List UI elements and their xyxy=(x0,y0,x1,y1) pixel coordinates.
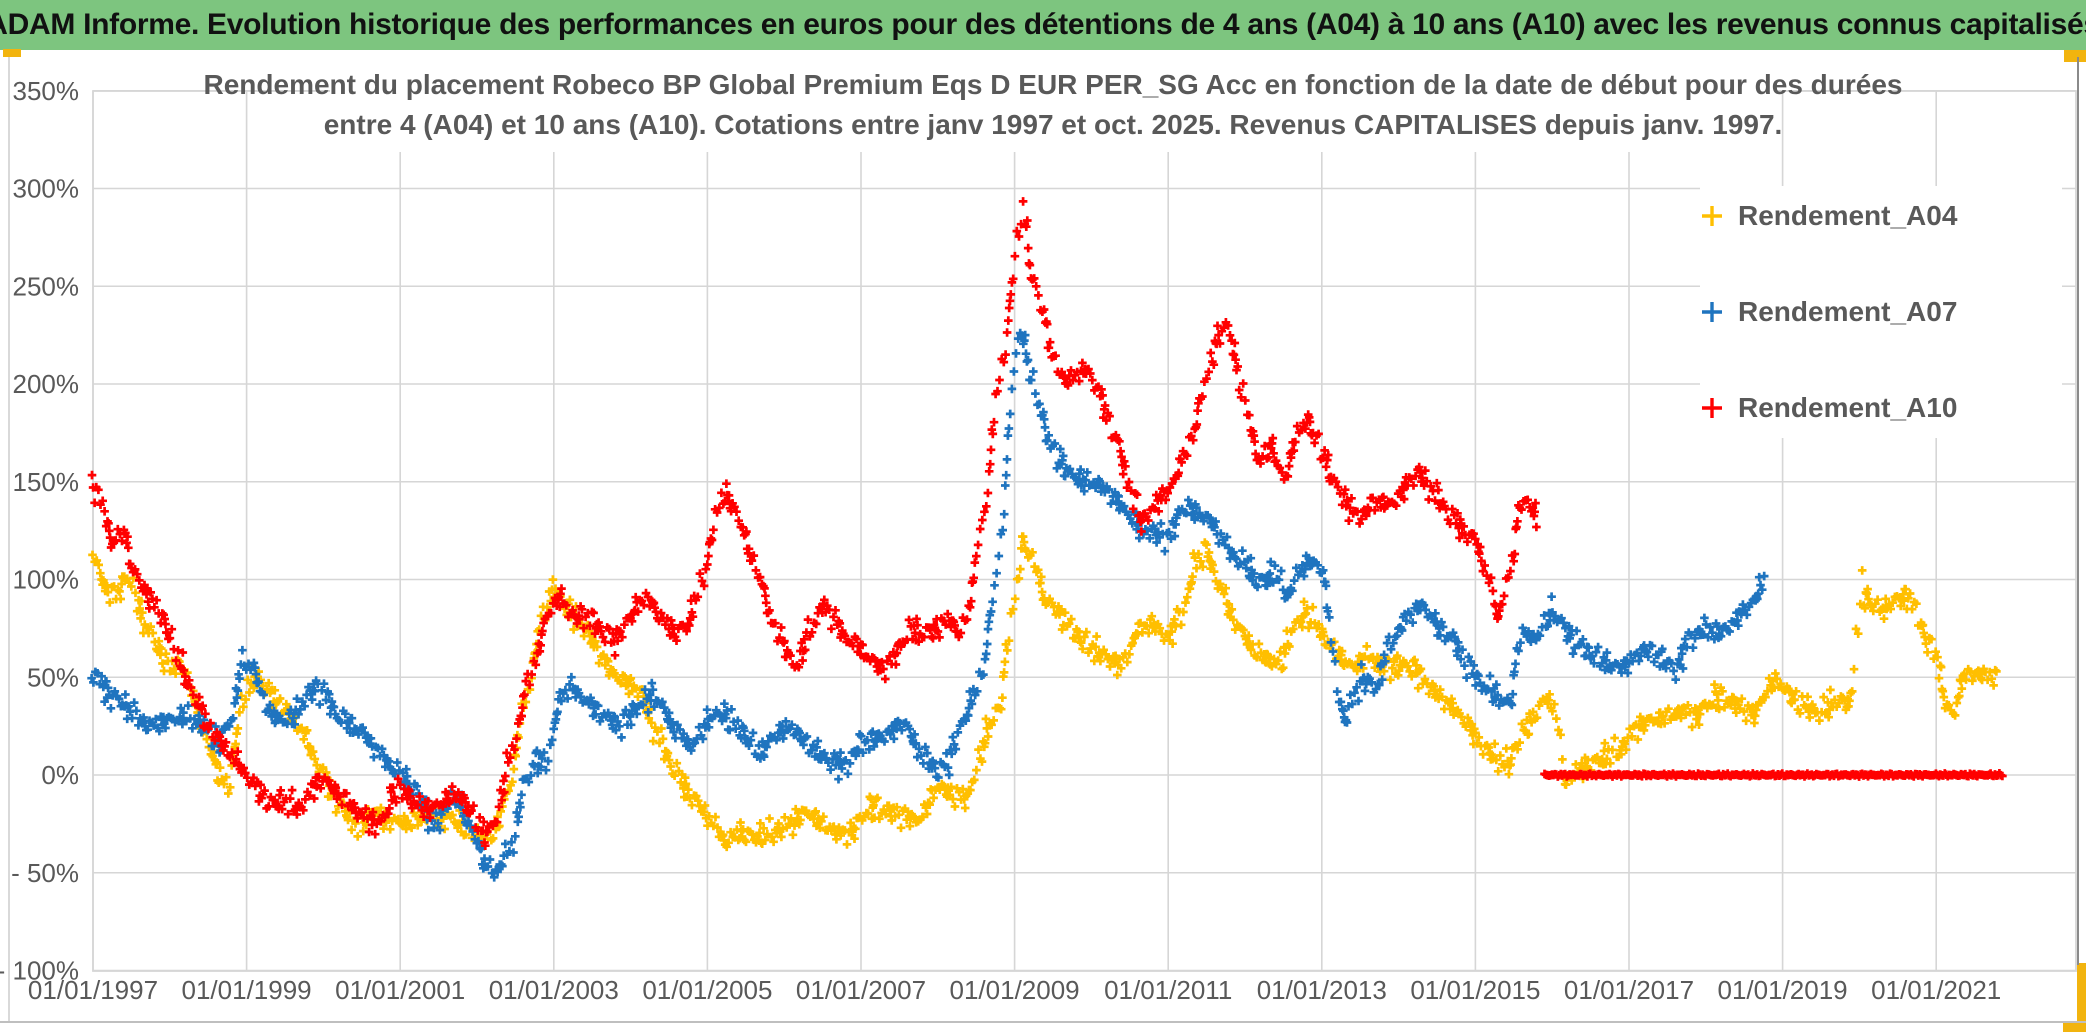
series-points-Rendement_A10 xyxy=(87,197,2007,850)
gold-accent-bottom-right-horizontal xyxy=(2063,1021,2086,1032)
slide-bottom-border xyxy=(0,1021,2086,1023)
x-axis-tick-label: 01/01/2005 xyxy=(642,975,772,1005)
y-axis-tick-label: 300% xyxy=(13,174,80,204)
y-axis-tick-label: 200% xyxy=(13,369,80,399)
legend-label: Rendement_A07 xyxy=(1738,296,1958,327)
y-axis-tick-label: 250% xyxy=(13,271,80,301)
y-axis-tick-label: 50% xyxy=(27,662,79,692)
gold-accent-top-left xyxy=(3,49,21,57)
x-axis-tick-label: 01/01/2001 xyxy=(335,975,465,1005)
legend-label: Rendement_A04 xyxy=(1738,200,1958,231)
x-axis-tick-label: 01/01/2021 xyxy=(1871,975,2001,1005)
y-axis-tick-label: - 50% xyxy=(11,858,79,888)
legend-entry-rendement_a04[interactable]: Rendement_A04 xyxy=(1700,194,2062,238)
x-axis-tick-label: 01/01/2009 xyxy=(950,975,1080,1005)
chart-title: Rendement du placement Robeco BP Global … xyxy=(204,58,1903,152)
chart-title-line1: Rendement du placement Robeco BP Global … xyxy=(203,69,1903,100)
gold-accent-bottom-right-vertical xyxy=(2077,963,2086,1023)
y-axis-tick-label: 0% xyxy=(41,760,79,790)
slide-left-border xyxy=(8,57,10,1022)
legend-entry-rendement_a10[interactable]: Rendement_A10 xyxy=(1700,386,2062,430)
x-axis-tick-label: 01/01/2015 xyxy=(1410,975,1540,1005)
x-axis-tick-label: 01/01/2011 xyxy=(1104,975,1232,1005)
legend-entry-rendement_a07[interactable]: Rendement_A07 xyxy=(1700,290,2062,334)
x-axis-tick-label: 01/01/2013 xyxy=(1257,975,1387,1005)
x-axis-tick-label: 01/01/1999 xyxy=(182,975,312,1005)
legend-label: Rendement_A10 xyxy=(1738,392,1958,423)
x-axis-tick-label: 01/01/1997 xyxy=(28,975,158,1005)
header-title: ADAM Informe. Evolution historique des p… xyxy=(0,8,2086,41)
series-points-Rendement_A07 xyxy=(87,328,1769,882)
series-points-Rendement_A04 xyxy=(88,532,2001,852)
x-axis-tick-label: 01/01/2019 xyxy=(1718,975,1848,1005)
x-axis-tick-label: 01/01/2007 xyxy=(796,975,926,1005)
chart-title-line2: entre 4 (A04) et 10 ans (A10). Cotations… xyxy=(323,109,1783,140)
gold-accent-top-right xyxy=(2064,50,2086,62)
y-axis-tick-label: 350% xyxy=(13,76,80,106)
slide-right-border xyxy=(2077,57,2079,965)
header-bar: ADAM Informe. Evolution historique des p… xyxy=(0,0,2086,50)
legend: Rendement_A04 Rendement_A07 Rendement_A10 xyxy=(1700,186,2062,438)
x-axis-tick-label: 01/01/2017 xyxy=(1564,975,1694,1005)
y-axis-tick-label: 150% xyxy=(13,467,80,497)
plus-marker-icon xyxy=(1702,206,1722,226)
y-axis-tick-label: - 100% xyxy=(0,956,79,986)
plus-marker-icon xyxy=(1702,302,1722,322)
y-axis-tick-label: 100% xyxy=(13,565,80,595)
x-axis-tick-label: 01/01/2003 xyxy=(489,975,619,1005)
plus-marker-icon xyxy=(1702,398,1722,418)
